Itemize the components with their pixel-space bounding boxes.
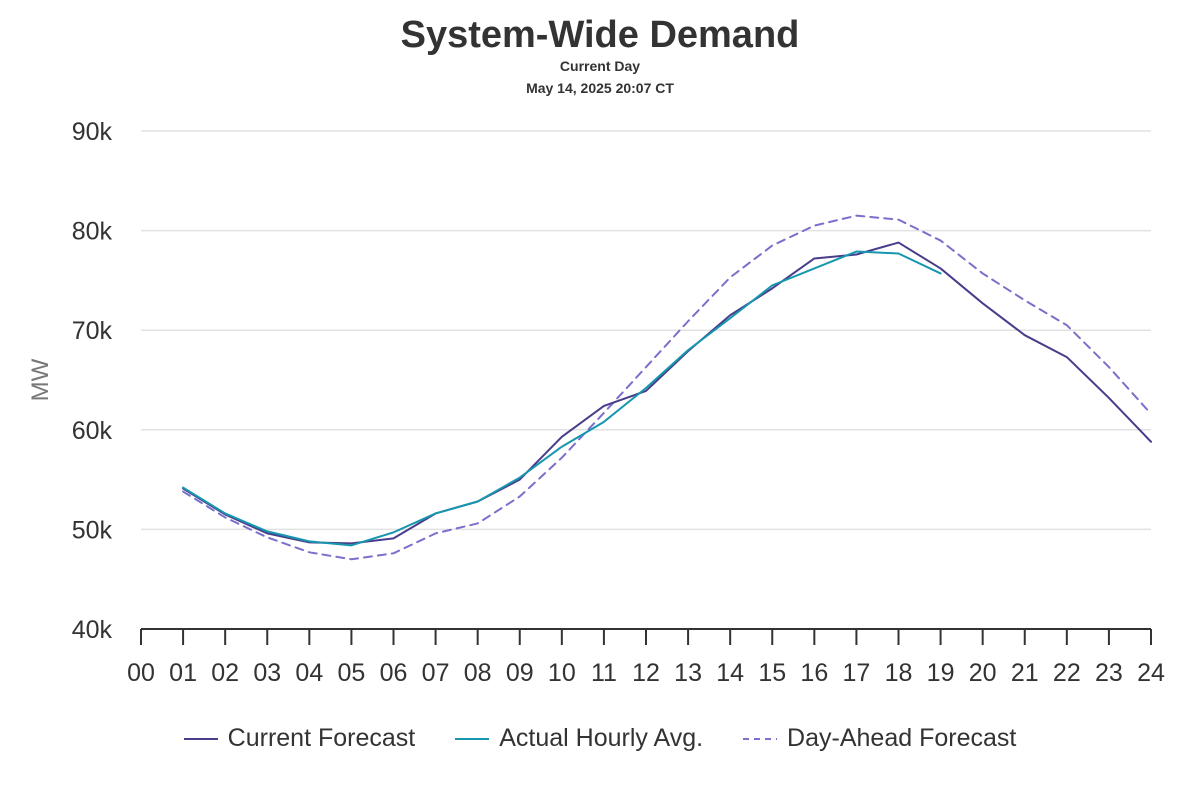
x-tick-label: 06 <box>380 659 408 687</box>
legend-item-actual-hourly-avg[interactable]: Actual Hourly Avg. <box>455 724 703 753</box>
x-tick-label: 09 <box>506 659 534 687</box>
x-tick-label: 11 <box>591 659 617 687</box>
chart-legend: Current Forecast Actual Hourly Avg. Day-… <box>0 724 1200 753</box>
x-tick-label: 22 <box>1053 659 1081 687</box>
series-line-actual-hourly-avg <box>182 250 942 547</box>
x-tick-label: 10 <box>548 659 576 687</box>
x-tick-label: 03 <box>253 659 281 687</box>
legend-swatch-day-ahead-forecast <box>743 737 778 740</box>
legend-label-current-forecast: Current Forecast <box>227 724 416 752</box>
x-tick-label: 23 <box>1095 659 1123 687</box>
x-tick-label: 13 <box>674 659 702 687</box>
x-tick-label: 02 <box>211 659 239 687</box>
legend-item-day-ahead-forecast[interactable]: Day-Ahead Forecast <box>743 724 1016 753</box>
y-axis-label: MW <box>27 358 54 401</box>
legend-label-day-ahead-forecast: Day-Ahead Forecast <box>787 724 1017 752</box>
x-tick-label: 00 <box>127 659 155 687</box>
x-tick-label: 21 <box>1011 659 1039 687</box>
x-tick-label: 12 <box>632 659 660 687</box>
legend-swatch-actual-hourly-avg <box>455 737 490 740</box>
y-tick-label: 90k <box>72 118 113 146</box>
x-tick-label: 04 <box>295 659 323 687</box>
chart-title: System-Wide Demand <box>400 14 800 56</box>
x-tick-label: 14 <box>716 659 744 687</box>
x-tick-label: 05 <box>338 659 366 687</box>
x-tick-label: 16 <box>800 659 828 687</box>
series-line-current-forecast <box>182 241 1152 545</box>
legend-item-current-forecast[interactable]: Current Forecast <box>183 724 416 753</box>
series-line-day-ahead-forecast <box>182 214 1152 561</box>
x-tick-label: 24 <box>1137 659 1165 687</box>
y-tick-label: 80k <box>72 218 113 246</box>
chart-subtitle: Current Day <box>559 58 641 74</box>
x-tick-label: 17 <box>843 659 871 687</box>
x-tick-label: 19 <box>927 659 955 687</box>
y-tick-label: 70k <box>72 317 113 345</box>
x-tick-label: 20 <box>969 659 997 687</box>
x-tick-label: 01 <box>169 659 197 687</box>
demand-line-chart: 40k 50k 60k 70k 80k 90k MW 00 01 02 03 04 05 06 07 08 09… <box>27 118 1165 687</box>
y-tick-label: 60k <box>72 417 113 445</box>
legend-swatch-current-forecast <box>183 737 218 740</box>
x-tick-label: 08 <box>464 659 492 687</box>
chart-timestamp: May 14, 2025 20:07 CT <box>526 80 674 96</box>
x-tick-label: 15 <box>758 659 786 687</box>
legend-label-actual-hourly-avg: Actual Hourly Avg. <box>499 724 704 752</box>
x-tick-label: 18 <box>885 659 913 687</box>
y-tick-label: 40k <box>72 616 113 644</box>
x-tick-label: 07 <box>422 659 450 687</box>
y-tick-label: 50k <box>72 516 113 544</box>
